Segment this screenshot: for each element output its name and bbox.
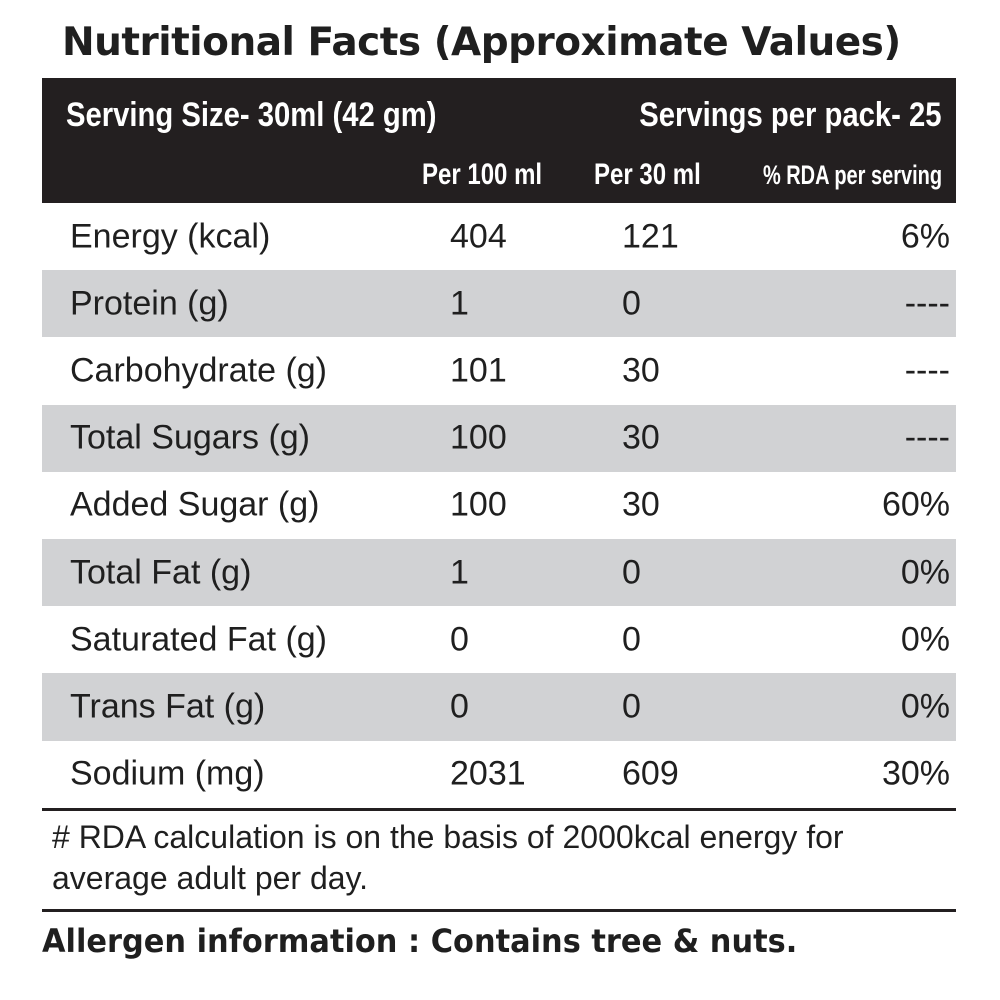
value-per-30ml: 30 (622, 418, 660, 457)
value-per-100ml: 100 (450, 418, 507, 457)
nutrient-name: Total Fat (g) (70, 553, 252, 592)
table-row: Total Fat (g) 1 0 0% (42, 538, 956, 607)
value-per-100ml: 100 (450, 485, 507, 524)
value-rda: 30% (881, 754, 950, 793)
value-per-30ml: 30 (622, 485, 660, 524)
rda-footnote: # RDA calculation is on the basis of 200… (52, 819, 844, 896)
value-rda: 6% (900, 217, 950, 256)
nutrient-name: Added Sugar (g) (70, 485, 320, 524)
table-row: Carbohydrate (g) 101 30 ---- (42, 337, 956, 404)
value-per-100ml: 0 (450, 687, 469, 726)
serving-size: Serving Size- 30ml (42 gm) (66, 96, 437, 134)
nutrient-name: Trans Fat (g) (70, 687, 266, 726)
value-rda: ---- (904, 351, 950, 390)
value-rda: ---- (904, 284, 950, 323)
value-per-30ml: 0 (622, 687, 641, 726)
value-rda: 0% (900, 553, 950, 592)
table-header: Serving Size- 30ml (42 gm) Servings per … (42, 78, 956, 203)
nutrient-name: Total Sugars (g) (70, 418, 310, 457)
nutrition-table: Energy (kcal) 404 121 6% Protein (g) 1 0… (42, 203, 956, 808)
value-per-30ml: 121 (622, 217, 679, 256)
value-rda: 0% (900, 687, 950, 726)
value-per-100ml: 101 (450, 351, 507, 390)
value-per-100ml: 1 (450, 284, 469, 323)
servings-per-pack: Servings per pack- 25 (639, 96, 942, 134)
table-row: Added Sugar (g) 100 30 60% (42, 472, 956, 539)
table-row: Sodium (mg) 2031 609 30% (42, 741, 956, 808)
value-rda: ---- (904, 418, 950, 457)
value-per-30ml: 30 (622, 351, 660, 390)
value-per-30ml: 0 (622, 620, 641, 659)
divider (42, 808, 956, 811)
table-row: Protein (g) 1 0 ---- (42, 270, 956, 338)
table-row: Trans Fat (g) 0 0 0% (42, 673, 956, 741)
nutrient-name: Sodium (mg) (70, 754, 265, 793)
divider (42, 909, 956, 912)
value-per-30ml: 0 (622, 553, 641, 592)
table-row: Saturated Fat (g) 0 0 0% (42, 606, 956, 673)
allergen-information: Allergen information : Contains tree & n… (42, 922, 798, 960)
value-per-30ml: 0 (622, 284, 641, 323)
column-header-per-100ml: Per 100 ml (422, 158, 543, 191)
value-per-100ml: 0 (450, 620, 469, 659)
value-per-100ml: 1 (450, 553, 469, 592)
value-per-100ml: 404 (450, 217, 507, 256)
table-row: Total Sugars (g) 100 30 ---- (42, 404, 956, 472)
nutrient-name: Carbohydrate (g) (70, 351, 328, 390)
value-per-100ml: 2031 (450, 754, 526, 793)
value-per-30ml: 609 (622, 754, 679, 793)
value-rda: 60% (881, 485, 950, 524)
nutrient-name: Protein (g) (70, 284, 229, 323)
nutrient-name: Saturated Fat (g) (70, 620, 328, 659)
column-header-per-30ml: Per 30 ml (594, 158, 701, 191)
table-row: Energy (kcal) 404 121 6% (42, 203, 956, 270)
nutrient-name: Energy (kcal) (70, 217, 271, 256)
page-title: Nutritional Facts (Approximate Values) (62, 20, 901, 65)
value-rda: 0% (900, 620, 950, 659)
column-header-rda: % RDA per serving (762, 160, 942, 190)
